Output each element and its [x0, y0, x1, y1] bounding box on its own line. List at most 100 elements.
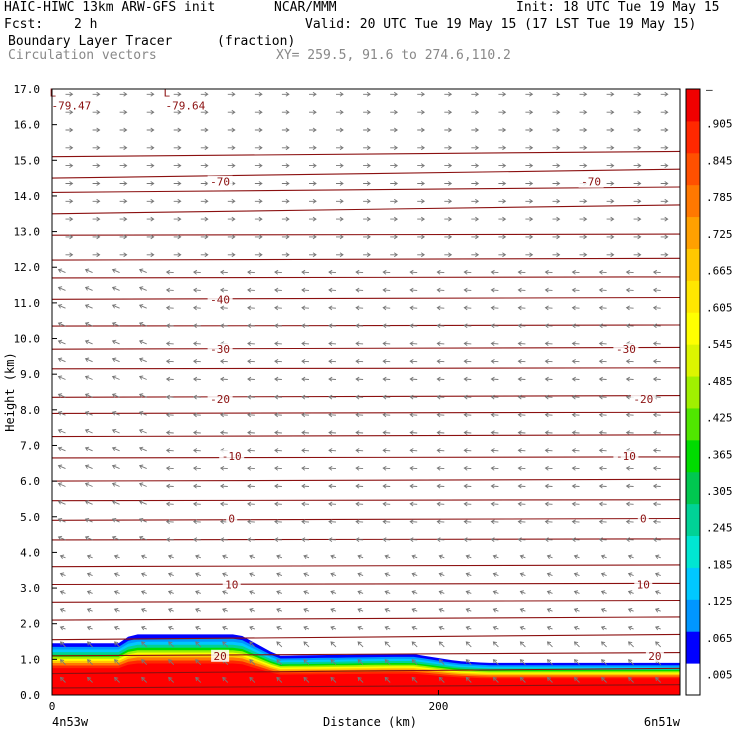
vector-arrow — [281, 127, 290, 133]
vector-arrow — [86, 608, 93, 613]
vector-arrow — [200, 234, 209, 240]
vector-arrow — [86, 590, 93, 595]
y-tick-label: 12.0 — [14, 261, 41, 274]
vector-arrow — [600, 554, 607, 559]
vector-arrow — [247, 483, 255, 489]
vector-arrow — [173, 109, 182, 115]
isotherm-line — [51, 499, 681, 502]
contour-label-bg — [637, 512, 649, 525]
vector-arrow — [146, 127, 155, 133]
colorbar-swatch — [686, 312, 700, 345]
vector-arrow — [633, 109, 642, 115]
vector-arrow — [254, 181, 263, 186]
vector-arrow — [382, 305, 391, 311]
vector-arrow — [195, 608, 201, 613]
isotherm-line — [51, 434, 681, 438]
vector-arrow — [111, 339, 120, 345]
vector-arrow — [274, 501, 282, 507]
colorbar-label: .185 — [706, 558, 733, 571]
vector-arrow — [301, 269, 310, 275]
vector-arrow — [219, 466, 228, 471]
vector-arrow — [625, 412, 634, 418]
vector-arrow — [465, 554, 472, 559]
vector-arrow — [303, 590, 310, 595]
y-axis: 0.0 1.0 2.0 3.0 4.0 5.0 6.0 7.0 8.0 9.0 10.0 11.0 12… — [14, 83, 57, 702]
vector-arrow — [309, 216, 317, 222]
colorbar-swatch — [686, 631, 700, 664]
vector-arrow — [328, 394, 337, 400]
vector-arrow — [660, 234, 669, 240]
circulation-vectors — [57, 91, 669, 683]
vector-arrow — [517, 412, 526, 418]
vector-arrow — [652, 537, 661, 542]
vector-arrow — [84, 357, 93, 363]
vector-arrow — [301, 341, 310, 346]
vector-arrow — [598, 412, 607, 418]
vector-arrow — [276, 572, 283, 577]
vector-arrow — [517, 269, 526, 275]
colorbar-swatch — [686, 152, 700, 186]
vector-arrow — [92, 198, 101, 204]
vector-arrow — [552, 216, 561, 222]
vector-arrow — [303, 676, 310, 683]
vector-arrow — [654, 625, 661, 631]
vector-arrow — [571, 519, 580, 525]
vector-arrow — [301, 412, 310, 418]
vector-arrow — [165, 305, 174, 311]
vector-arrow — [165, 466, 174, 471]
vector-arrow — [303, 572, 310, 577]
vector-arrow — [328, 483, 337, 489]
vector-arrow — [463, 287, 472, 293]
vector-arrow — [417, 234, 426, 240]
vector-arrow — [471, 145, 480, 151]
vector-arrow — [633, 234, 642, 240]
vector-arrow — [111, 411, 120, 416]
vector-arrow — [552, 91, 561, 97]
vector-arrow — [436, 323, 445, 329]
vector-arrow — [138, 393, 147, 398]
vector-arrow — [519, 590, 526, 595]
vector-arrow — [436, 376, 445, 382]
colorbar-swatch — [686, 407, 700, 441]
vector-arrow — [463, 359, 472, 364]
vector-arrow — [544, 376, 553, 382]
vector-arrow — [276, 608, 283, 613]
vector-arrow — [525, 127, 534, 133]
vector-arrow — [544, 394, 553, 400]
isotherm-line — [51, 564, 681, 568]
contour-label-bg — [613, 450, 639, 463]
vector-arrow — [57, 411, 66, 416]
vector-arrow — [219, 287, 228, 293]
vector-arrow — [544, 483, 553, 489]
vector-arrow — [65, 163, 74, 168]
vector-arrow — [274, 269, 282, 275]
vector-arrow — [247, 376, 255, 382]
contour-label: 10 — [225, 578, 238, 591]
vector-arrow — [247, 323, 255, 329]
vector-arrow — [227, 109, 236, 115]
vector-arrow — [463, 305, 472, 311]
vector-arrow — [544, 501, 553, 507]
vector-arrow — [544, 359, 553, 364]
vector-arrow — [573, 625, 580, 631]
x-tick-label: 200 — [429, 700, 449, 713]
vector-arrow — [84, 393, 93, 398]
vector-arrow — [627, 590, 634, 595]
vector-arrow — [57, 375, 66, 380]
vector-arrow — [355, 341, 364, 346]
vector-arrow — [660, 109, 669, 115]
vector-arrow — [65, 127, 74, 133]
vector-arrow — [87, 641, 93, 648]
vector-arrow — [382, 359, 391, 364]
vector-arrow — [165, 448, 174, 453]
vector-arrow — [625, 359, 634, 364]
vector-arrow — [355, 359, 364, 364]
vector-arrow — [382, 376, 391, 382]
colorbar-label: .245 — [706, 522, 733, 535]
y-tick-label: 6.0 — [20, 475, 40, 488]
vector-arrow — [84, 321, 93, 327]
vector-arrow — [417, 163, 426, 168]
contour-label: -10 — [616, 450, 636, 463]
vector-arrow — [490, 305, 499, 311]
contour-label-bg — [222, 578, 241, 591]
